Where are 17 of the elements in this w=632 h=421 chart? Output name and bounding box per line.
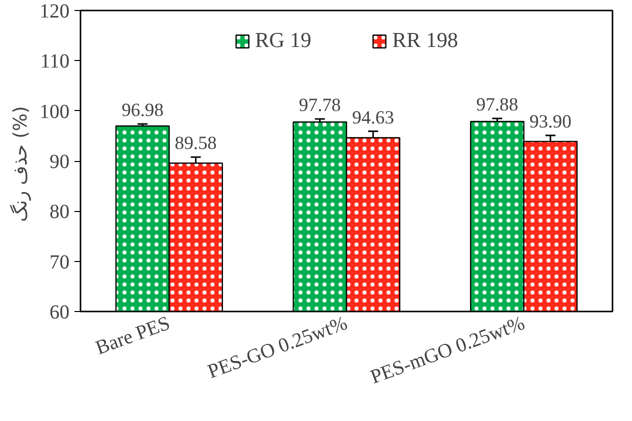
legend-label: RR 198 [392,28,458,53]
y-tick-label: 110 [40,50,70,73]
y-tick-label: 120 [40,0,70,22]
data-label: 94.63 [352,107,394,128]
data-label: 89.58 [174,133,217,154]
data-label: 93.90 [529,111,572,132]
data-label: 97.88 [476,94,518,116]
data-label: 97.78 [298,94,341,116]
legend-label: RG 19 [254,28,312,53]
y-tick-label: 70 [50,251,70,274]
y-axis-title: حذف رنگ (%) [10,106,32,222]
y-tick-label: 60 [50,302,70,324]
data-label: 96.98 [122,100,164,121]
y-tick-label: 90 [50,151,70,173]
x-tick-label: Bare PES [92,312,173,360]
y-tick-label: 100 [40,100,70,123]
y-tick-label: 80 [50,201,70,224]
